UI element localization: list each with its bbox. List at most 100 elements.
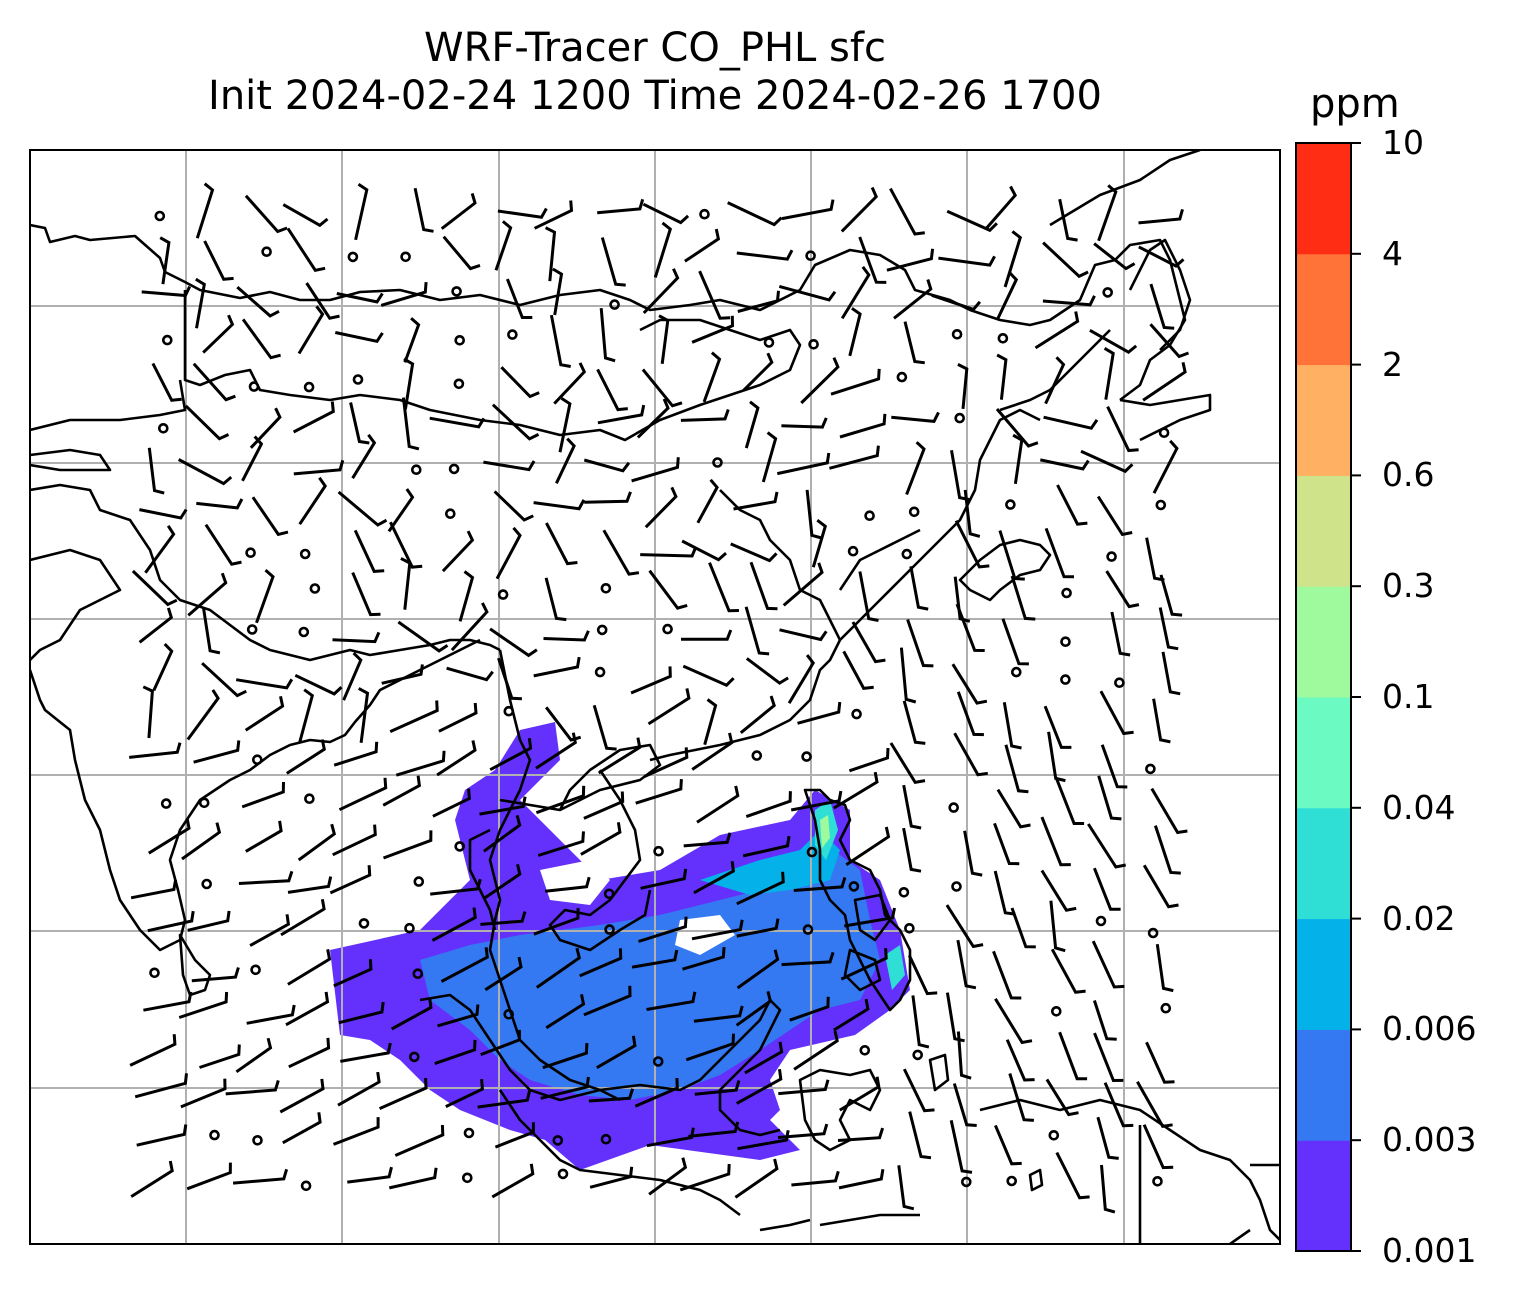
calm-marker [1061, 587, 1072, 599]
wind-barb [648, 569, 688, 610]
wind-barb [347, 1166, 393, 1184]
colorbar-bin [1296, 1029, 1351, 1141]
wind-barb [685, 1033, 735, 1062]
wind-barb [1096, 495, 1133, 537]
wind-barb [681, 629, 733, 641]
wind-barb [558, 397, 572, 453]
wind-barb [238, 870, 294, 885]
calm-marker [1051, 1005, 1062, 1017]
wind-barb [736, 949, 780, 990]
wind-barbs [129, 182, 1190, 1214]
calm-marker [948, 802, 960, 813]
wind-barb [727, 201, 783, 227]
wind-barb [580, 822, 622, 856]
calm-marker [453, 378, 465, 390]
wind-barb [403, 317, 421, 363]
wind-barb [382, 775, 422, 807]
calm-marker [898, 886, 910, 898]
wind-barb [1145, 537, 1165, 582]
calm-marker [951, 328, 963, 340]
wind-barb [129, 1034, 177, 1067]
wind-barb [292, 401, 335, 434]
colorbar-bin [1296, 1140, 1351, 1252]
wind-barb [544, 577, 567, 622]
wind-barb [1050, 948, 1086, 994]
wind-barb [641, 368, 683, 408]
calm-marker [847, 545, 859, 557]
wind-barb [477, 1090, 532, 1109]
colorbar [1296, 142, 1361, 1252]
calm-marker [309, 583, 321, 594]
wind-barb [287, 876, 333, 894]
calm-marker [859, 1045, 871, 1056]
calm-marker [1006, 1175, 1018, 1187]
wind-barb [255, 568, 275, 624]
colorbar-tick-label: 0.1 [1382, 677, 1435, 716]
wind-barb [1145, 1041, 1175, 1084]
wind-barb [1142, 1124, 1174, 1170]
wind-barb [899, 647, 917, 704]
wind-barb [596, 1035, 637, 1069]
calm-marker [609, 299, 620, 310]
plume-level-3 [700, 830, 840, 895]
wind-barb [789, 996, 830, 1022]
calm-marker [250, 964, 261, 976]
wind-barb [144, 524, 176, 574]
wind-barb [147, 910, 195, 933]
wind-barb [811, 519, 828, 568]
wind-barb [996, 353, 1008, 400]
wind-barb [635, 779, 683, 805]
wind-barb [1103, 1082, 1134, 1128]
wind-barb [840, 948, 888, 981]
calm-marker [699, 208, 710, 220]
colorbar-tick-label: 10 [1382, 123, 1424, 162]
colorbar-tick-label: 0.003 [1382, 1120, 1477, 1160]
wind-barb [403, 357, 415, 410]
calm-marker [503, 705, 515, 717]
wind-barb [1149, 283, 1175, 330]
wind-barb [143, 991, 193, 1012]
wind-barb [187, 572, 228, 617]
wind-barb [730, 542, 778, 563]
wind-barb [192, 362, 236, 402]
calm-marker [960, 1176, 972, 1188]
wind-barb [555, 437, 576, 484]
wind-barb [858, 236, 887, 284]
wind-barb [734, 1158, 779, 1199]
calm-marker [594, 666, 606, 678]
wind-barb [703, 698, 718, 746]
wind-barb [589, 1166, 634, 1189]
wind-barb [744, 1041, 784, 1075]
colorbar-bin [1296, 807, 1351, 920]
wind-barb [542, 1043, 589, 1070]
wind-barb [787, 654, 816, 704]
wind-barb [833, 998, 870, 1032]
wind-barb [781, 951, 835, 967]
wind-barb [136, 1124, 188, 1147]
wind-barb [244, 695, 285, 732]
wind-barb [584, 491, 632, 504]
wind-barb [596, 368, 628, 412]
wind-barb [679, 1163, 731, 1192]
wind-barb [698, 270, 731, 320]
wind-barb [1043, 705, 1072, 749]
wind-barb [533, 499, 586, 511]
calm-marker [497, 589, 509, 600]
wind-barb [446, 666, 494, 682]
wind-barb [280, 898, 326, 937]
wind-barb [336, 292, 384, 304]
wind-barb [241, 435, 264, 482]
wind-barb [682, 664, 735, 687]
wind-barb [378, 1077, 428, 1110]
calm-marker [198, 797, 210, 809]
wind-barb [693, 861, 736, 895]
wind-barb [147, 447, 165, 495]
wind-barb [495, 526, 522, 580]
calm-marker [412, 968, 424, 980]
wind-barb [643, 747, 689, 778]
wind-barb [450, 602, 489, 652]
wind-barb [1056, 484, 1088, 526]
wind-barb [381, 664, 424, 685]
calm-marker [1114, 677, 1125, 689]
wind-barb [1045, 1078, 1079, 1117]
